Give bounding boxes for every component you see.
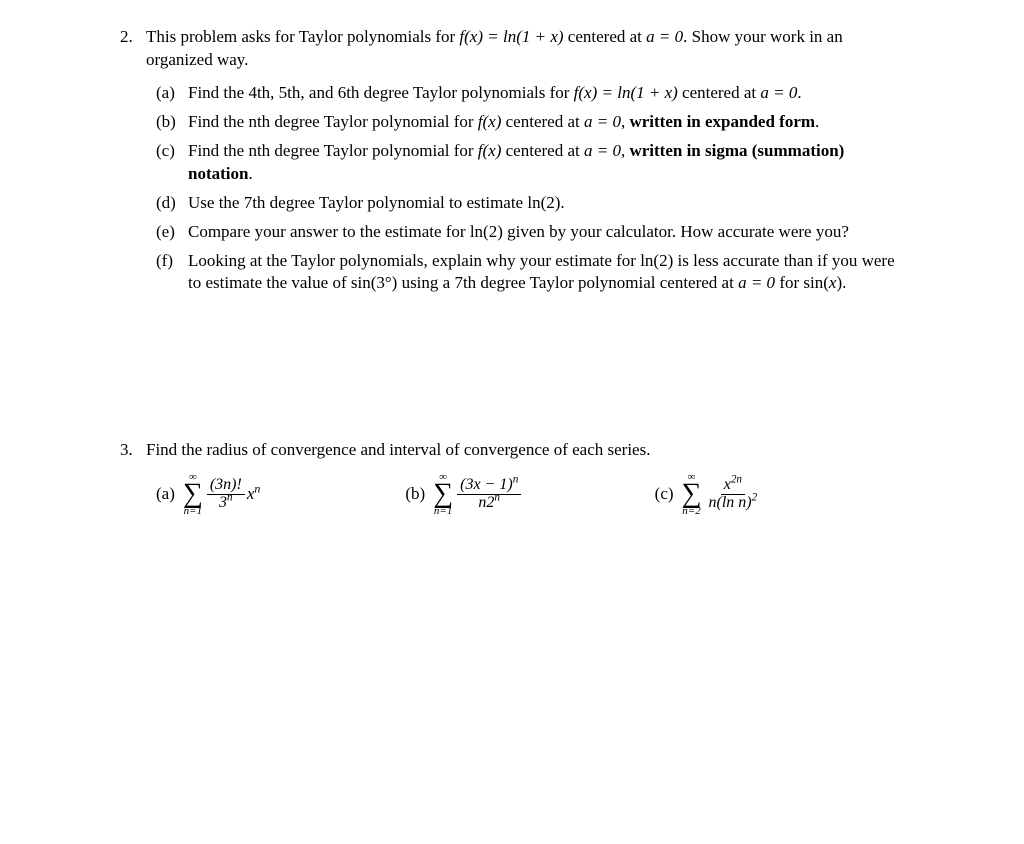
label-3a: (a) bbox=[156, 483, 175, 506]
exp: n bbox=[254, 481, 260, 495]
problem-3-intro: Find the radius of convergence and inter… bbox=[146, 439, 904, 462]
body-2d: Use the 7th degree Taylor polynomial to … bbox=[188, 192, 904, 215]
part-a: n bbox=[709, 494, 717, 511]
exp: n bbox=[227, 492, 233, 504]
text: ). bbox=[836, 273, 846, 292]
numerator: (3n)! bbox=[207, 477, 245, 495]
base: 3 bbox=[219, 494, 227, 511]
math: f(x) bbox=[478, 112, 502, 131]
lower-limit: n=1 bbox=[184, 506, 202, 517]
exp: n bbox=[494, 492, 500, 504]
body-2e: Compare your answer to the estimate for … bbox=[188, 221, 904, 244]
math: a = 0 bbox=[646, 27, 683, 46]
numerator: (3x − 1)n bbox=[457, 477, 521, 495]
marker-2c: (c) bbox=[156, 140, 188, 186]
problem-3-number: 3. bbox=[120, 439, 146, 516]
sigma-symbol: ∑ bbox=[682, 483, 702, 505]
text: Find the 4th, 5th, and 6th degree Taylor… bbox=[188, 83, 574, 102]
bold: written in expanded form bbox=[629, 112, 815, 131]
denominator: n2n bbox=[475, 495, 503, 512]
base: x bbox=[724, 476, 731, 493]
exp: 2 bbox=[752, 492, 758, 504]
body-2b: Find the nth degree Taylor polynomial fo… bbox=[188, 111, 904, 134]
math: a = 0 bbox=[584, 112, 621, 131]
text: Find the nth degree Taylor polynomial fo… bbox=[188, 112, 478, 131]
text: . bbox=[248, 164, 252, 183]
problem-2-body: This problem asks for Taylor polynomials… bbox=[146, 26, 904, 301]
marker-2f: (f) bbox=[156, 250, 188, 296]
problem-3-body: Find the radius of convergence and inter… bbox=[146, 439, 904, 516]
denominator: n(ln n)2 bbox=[706, 495, 761, 512]
text: centered at bbox=[564, 27, 647, 46]
text: . bbox=[815, 112, 819, 131]
fraction: x2n n(ln n)2 bbox=[706, 477, 761, 512]
problem-2d: (d) Use the 7th degree Taylor polynomial… bbox=[146, 192, 904, 215]
problem-2b: (b) Find the nth degree Taylor polynomia… bbox=[146, 111, 904, 134]
math: f(x) = ln(1 + x) bbox=[574, 83, 678, 102]
marker-2d: (d) bbox=[156, 192, 188, 215]
problem-3: 3. Find the radius of convergence and in… bbox=[120, 439, 904, 516]
problem-2-intro: This problem asks for Taylor polynomials… bbox=[146, 26, 904, 72]
body-2c: Find the nth degree Taylor polynomial fo… bbox=[188, 140, 904, 186]
vertical-gap bbox=[120, 309, 904, 439]
sigma-symbol: ∑ bbox=[433, 483, 453, 505]
math: f(x) = ln(1 + x) bbox=[459, 27, 563, 46]
base: (3x − 1) bbox=[460, 476, 513, 493]
sigma-icon: ∞ ∑ n=2 bbox=[682, 472, 702, 516]
label-3c: (c) bbox=[655, 483, 674, 506]
sigma-icon: ∞ ∑ n=1 bbox=[433, 472, 453, 516]
sigma-symbol: ∑ bbox=[183, 483, 203, 505]
tail: xn bbox=[247, 483, 261, 506]
term-3a: (3n)! 3n xn bbox=[207, 477, 260, 512]
lower-limit: n=2 bbox=[682, 506, 700, 517]
text: centered at bbox=[501, 112, 584, 131]
problem-2c: (c) Find the nth degree Taylor polynomia… bbox=[146, 140, 904, 186]
text: Find the nth degree Taylor polynomial fo… bbox=[188, 141, 478, 160]
fraction: (3x − 1)n n2n bbox=[457, 477, 521, 512]
text: centered at bbox=[678, 83, 761, 102]
label-3b: (b) bbox=[405, 483, 425, 506]
exp: n bbox=[513, 474, 519, 486]
problem-2f: (f) Looking at the Taylor polynomials, e… bbox=[146, 250, 904, 296]
text: centered at bbox=[501, 141, 584, 160]
fraction: (3n)! 3n bbox=[207, 477, 245, 512]
series-row: (a) ∞ ∑ n=1 (3n)! 3n xn bbox=[146, 472, 904, 516]
body-2f: Looking at the Taylor polynomials, expla… bbox=[188, 250, 904, 296]
math: a = 0 bbox=[584, 141, 621, 160]
marker-2b: (b) bbox=[156, 111, 188, 134]
series-3b: (b) ∞ ∑ n=1 (3x − 1)n n2n bbox=[405, 472, 654, 516]
marker-2a: (a) bbox=[156, 82, 188, 105]
numerator: x2n bbox=[721, 477, 745, 495]
sigma-icon: ∞ ∑ n=1 bbox=[183, 472, 203, 516]
exp: 2n bbox=[731, 474, 742, 486]
series-3a: (a) ∞ ∑ n=1 (3n)! 3n xn bbox=[156, 472, 405, 516]
math: f(x) bbox=[478, 141, 502, 160]
problem-2a: (a) Find the 4th, 5th, and 6th degree Ta… bbox=[146, 82, 904, 105]
part-b: (ln n) bbox=[717, 494, 752, 511]
series-3c: (c) ∞ ∑ n=2 x2n n(ln n)2 bbox=[655, 472, 904, 516]
problem-2-number: 2. bbox=[120, 26, 146, 301]
math: a = 0 bbox=[738, 273, 775, 292]
text: This problem asks for Taylor polynomials… bbox=[146, 27, 459, 46]
lower-limit: n=1 bbox=[434, 506, 452, 517]
denominator: 3n bbox=[216, 495, 236, 512]
problem-2: 2. This problem asks for Taylor polynomi… bbox=[120, 26, 904, 301]
body-2a: Find the 4th, 5th, and 6th degree Taylor… bbox=[188, 82, 904, 105]
marker-2e: (e) bbox=[156, 221, 188, 244]
text: . bbox=[797, 83, 801, 102]
math: a = 0 bbox=[760, 83, 797, 102]
text: for sin( bbox=[775, 273, 829, 292]
problem-2e: (e) Compare your answer to the estimate … bbox=[146, 221, 904, 244]
